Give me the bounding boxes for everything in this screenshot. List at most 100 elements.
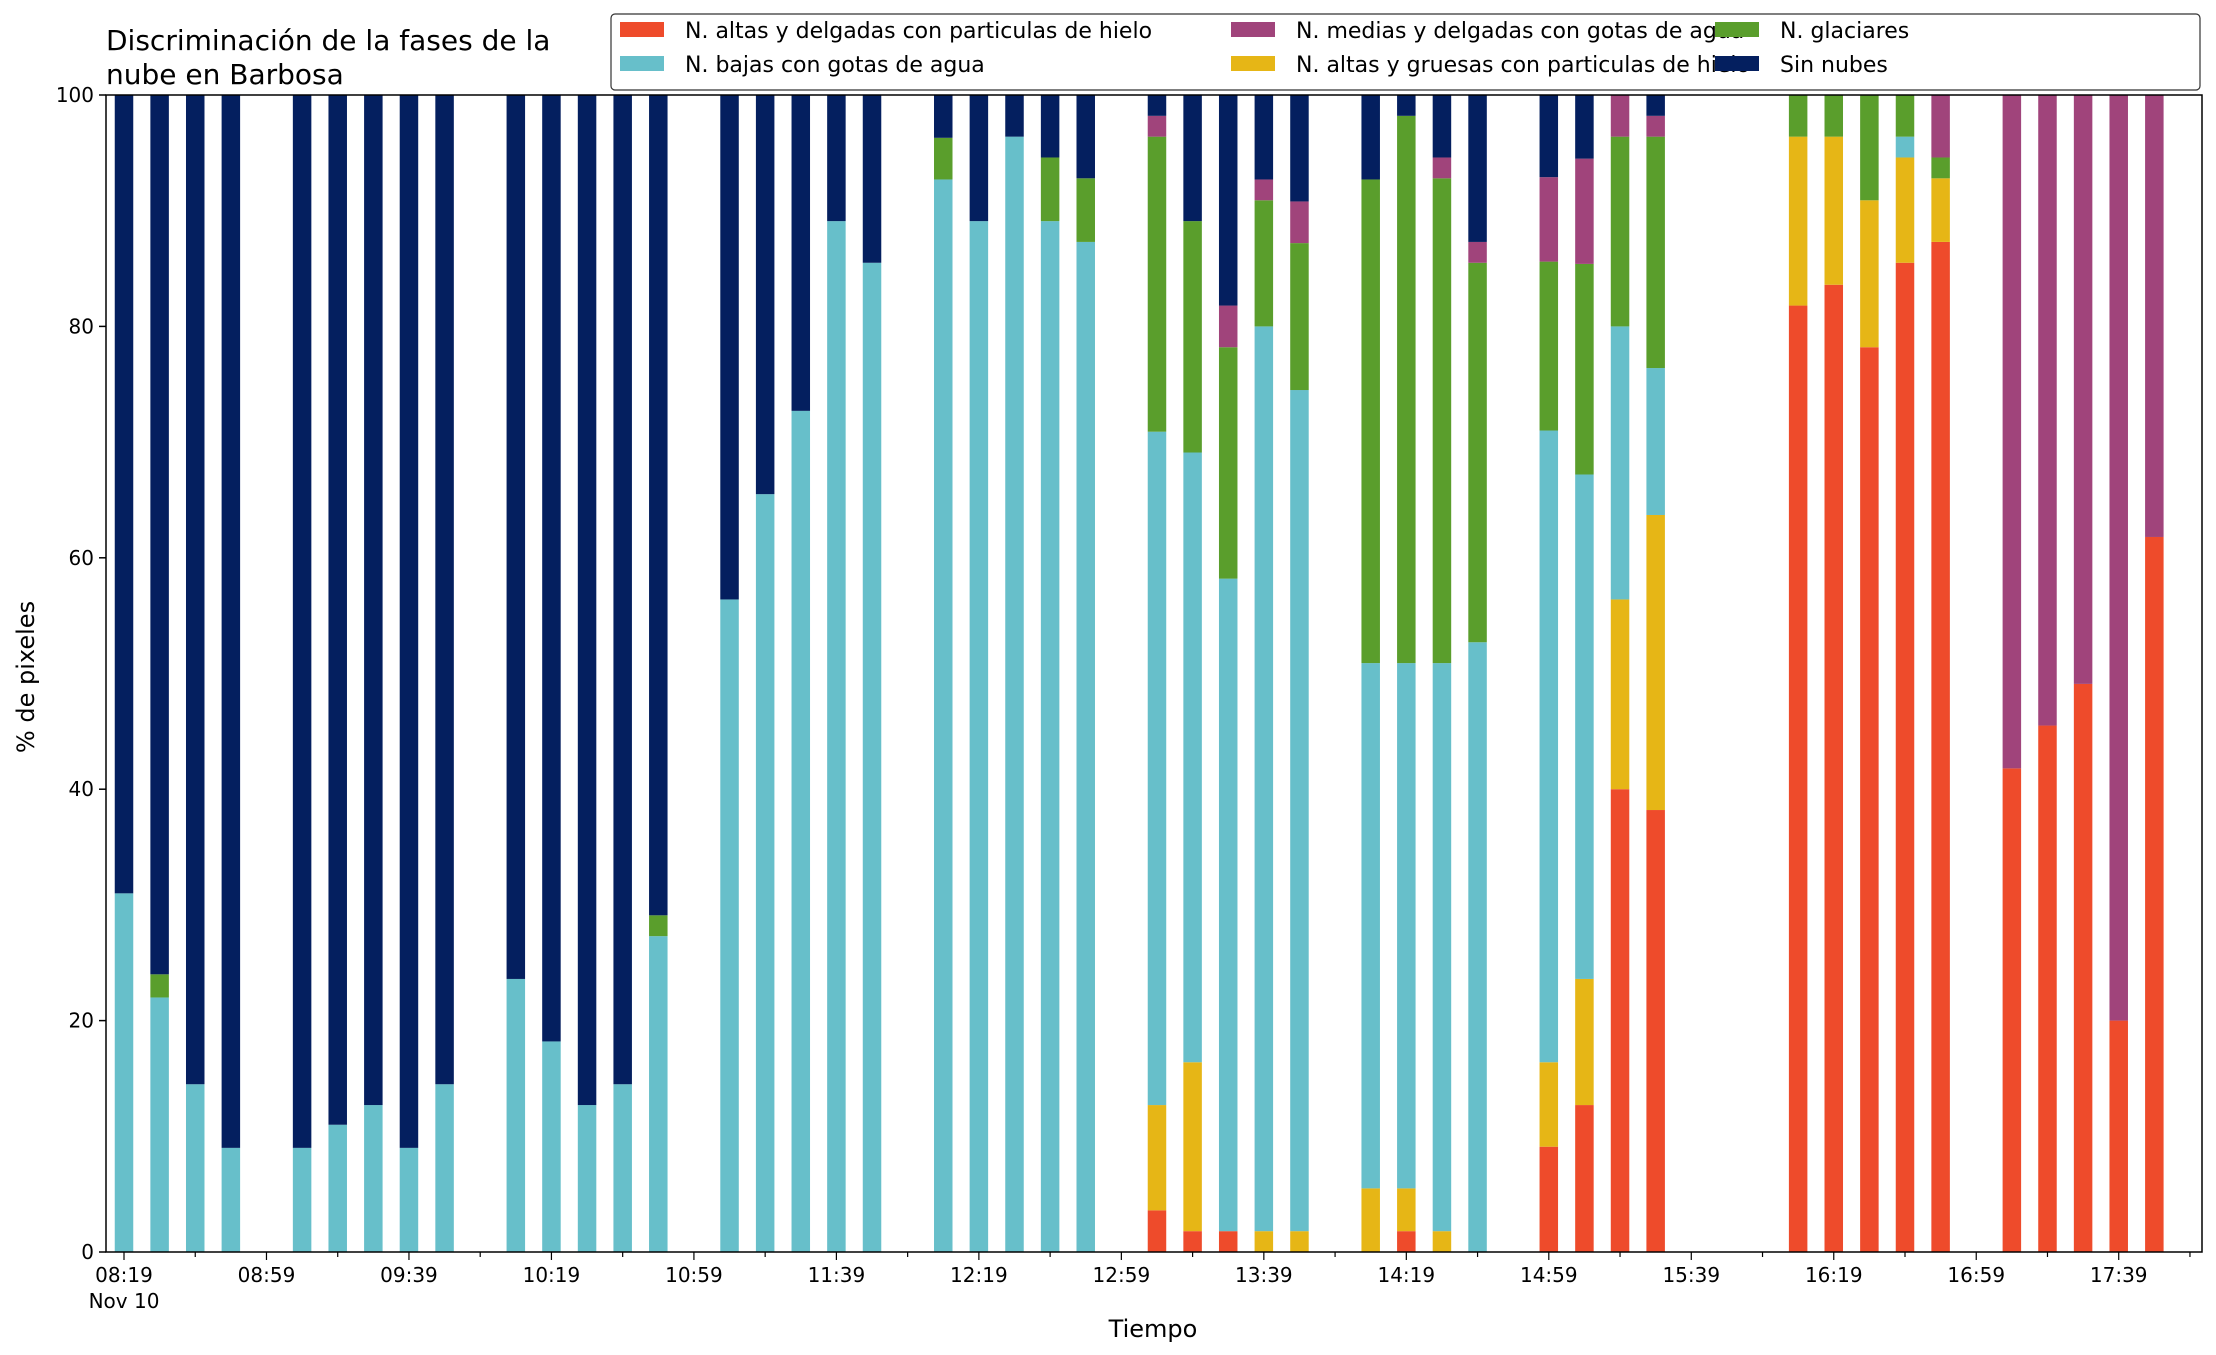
- bar-segment-46-0: [2145, 536, 2164, 1252]
- bar-segment-39-0: [1860, 347, 1879, 1253]
- bar-segment-43-4: [2038, 95, 2057, 726]
- bar-segment-16-2: [791, 410, 811, 1252]
- bar-segment-31-3: [1432, 178, 1452, 664]
- chart-title-line-1: Discriminación de la fases de la: [106, 24, 550, 57]
- x-tick-label-13: 16:59: [1947, 1263, 2005, 1287]
- bar-segment-36-3: [1646, 136, 1665, 369]
- legend-box: [610, 13, 2201, 91]
- bar-segment-28-4: [1290, 201, 1309, 244]
- bar-segment-28-5: [1290, 95, 1309, 202]
- plot-frame: [105, 94, 2203, 1253]
- bar-segment-24-0: [1147, 1210, 1167, 1252]
- bar-segment-28-1: [1290, 1231, 1309, 1252]
- bar-segment-41-0: [1931, 241, 1950, 1252]
- bar-segment-32-4: [1468, 241, 1487, 263]
- x-tick-label-10: 14:59: [1520, 1263, 1578, 1287]
- x-tick-label-4: 10:59: [665, 1263, 723, 1287]
- bar-segment-30-3: [1397, 115, 1416, 664]
- bar-segment-26-0: [1218, 1231, 1238, 1252]
- bar-segment-35-2: [1610, 326, 1630, 600]
- bar-segment-36-5: [1646, 95, 1665, 116]
- bar-segment-1-5: [150, 95, 169, 975]
- bar-segment-36-0: [1646, 810, 1665, 1252]
- bar-segment-34-1: [1575, 978, 1594, 1106]
- bar-segment-24-3: [1147, 136, 1167, 432]
- bar-segment-30-2: [1397, 663, 1416, 1189]
- x-tick-label-2: 09:39: [380, 1263, 438, 1287]
- bar-segment-18-5: [862, 95, 882, 263]
- axes-layer: 0 20 40 60 80 100 08:19 08:59 09:39 10:19 10:59 11:…: [56, 83, 2203, 1313]
- bar-segment-1-3: [150, 974, 169, 998]
- bar-segment-8-2: [435, 1084, 454, 1252]
- bar-segment-24-2: [1147, 431, 1167, 1106]
- bar-segment-34-2: [1575, 474, 1594, 979]
- bar-segment-31-4: [1432, 157, 1452, 179]
- bar-segment-30-0: [1397, 1231, 1416, 1252]
- bar-segment-22-3: [1040, 157, 1060, 222]
- bar-segment-15-2: [755, 494, 775, 1252]
- bar-segment-23-5: [1076, 95, 1095, 179]
- legend-swatch-3: [1715, 22, 1759, 37]
- bar-segment-32-2: [1468, 642, 1487, 1252]
- bar-segment-17-2: [827, 221, 846, 1253]
- bar-segment-15-5: [755, 95, 775, 495]
- bar-segment-42-0: [2002, 768, 2022, 1252]
- bar-segment-45-0: [2109, 1020, 2128, 1252]
- bar-segment-11-2: [577, 1105, 597, 1252]
- bar-segment-22-2: [1040, 221, 1060, 1253]
- bar-segment-26-5: [1218, 95, 1238, 306]
- legend-swatch-1: [1231, 56, 1275, 71]
- bar-segment-32-5: [1468, 95, 1487, 242]
- bar-segment-14-2: [720, 599, 739, 1252]
- legend-swatch-4: [1231, 22, 1275, 37]
- bar-segment-13-2: [649, 936, 668, 1252]
- x-tick-label-1: 08:59: [238, 1263, 296, 1287]
- bar-segment-33-3: [1539, 261, 1559, 431]
- bar-segment-33-4: [1539, 177, 1559, 262]
- x-tick-label-3: 10:19: [523, 1263, 581, 1287]
- legend-label-5: Sin nubes: [1780, 53, 1888, 78]
- bar-segment-33-0: [1539, 1146, 1559, 1252]
- bar-segment-6-2: [364, 1105, 383, 1252]
- bar-segment-19-5: [934, 95, 953, 138]
- x-tick-label-11: 15:39: [1662, 1263, 1720, 1287]
- bar-segment-36-4: [1646, 115, 1665, 137]
- bar-segment-36-1: [1646, 514, 1665, 811]
- chart-title-line-2: nube en Barbosa: [106, 58, 344, 91]
- bar-segment-22-5: [1040, 95, 1060, 158]
- bar-segment-35-4: [1610, 95, 1630, 137]
- bar-segment-29-5: [1361, 95, 1380, 180]
- bar-segment-7-5: [399, 95, 419, 1148]
- bar-segment-27-4: [1254, 179, 1274, 201]
- bar-segment-27-5: [1254, 95, 1274, 180]
- bar-segment-8-5: [435, 95, 454, 1085]
- bar-segment-45-4: [2109, 95, 2128, 1021]
- bar-segment-21-5: [1005, 95, 1024, 137]
- bar-segment-3-5: [221, 95, 241, 1148]
- bar-segment-25-0: [1183, 1231, 1202, 1252]
- x-tick-label-9: 14:19: [1377, 1263, 1435, 1287]
- bar-segment-36-2: [1646, 368, 1665, 515]
- y-tick-label-0: 0: [81, 1240, 94, 1264]
- bar-segment-44-0: [2073, 683, 2093, 1252]
- x-tick-label-12: 16:19: [1805, 1263, 1863, 1287]
- bar-segment-30-5: [1397, 95, 1416, 116]
- bar-segment-10-2: [542, 1041, 561, 1252]
- x-tick-label-5: 11:39: [808, 1263, 866, 1287]
- legend-swatch-0: [620, 22, 664, 37]
- bar-segment-25-3: [1183, 221, 1202, 453]
- bar-segment-26-3: [1218, 347, 1238, 579]
- bar-segment-35-1: [1610, 599, 1630, 790]
- bar-segment-2-2: [185, 1084, 205, 1252]
- bar-segment-12-2: [613, 1084, 632, 1252]
- x-tick-label-6: 12:19: [950, 1263, 1008, 1287]
- bar-segment-39-3: [1860, 95, 1879, 201]
- bar-segment-29-3: [1361, 179, 1380, 664]
- bar-segment-40-3: [1895, 95, 1915, 137]
- bar-segment-37-1: [1788, 136, 1808, 306]
- bar-segment-10-5: [542, 95, 561, 1042]
- bar-segment-37-0: [1788, 305, 1808, 1252]
- bar-segment-9-2: [506, 978, 526, 1252]
- bar-segment-38-1: [1824, 136, 1844, 285]
